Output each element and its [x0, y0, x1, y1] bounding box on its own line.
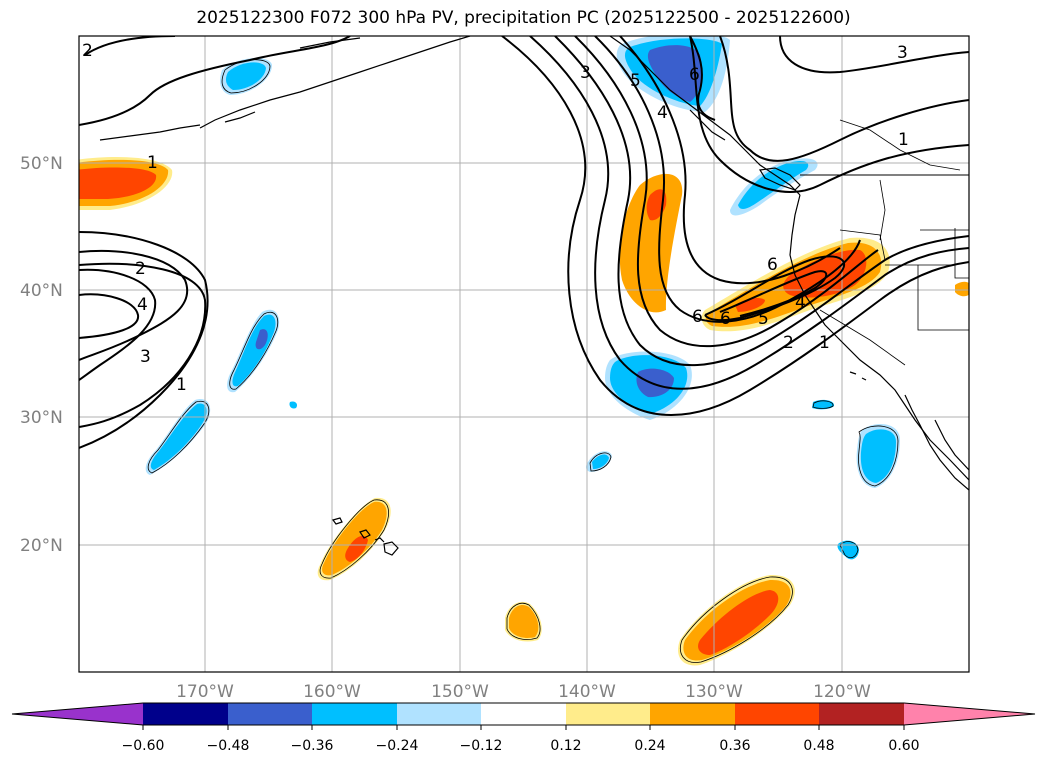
colorbar-tick-label: −0.60 [122, 738, 165, 754]
colorbar-segment [228, 703, 312, 725]
pv-label-6-inner-c: 6 [720, 309, 731, 329]
colorbar-segment [566, 703, 650, 725]
pv-contour-west-4 [79, 293, 140, 339]
colorbar-segment [481, 703, 566, 725]
lat-label-30: 30°N [20, 408, 63, 428]
pv-label-1-ne: 1 [898, 130, 909, 150]
precip-outlines [147, 59, 899, 663]
pv-label-2-inner: 2 [783, 333, 794, 353]
longitude-labels: 170°W 160°W 150°W 140°W 130°W 120°W [176, 682, 871, 702]
pv-label-1-west: 1 [147, 153, 158, 173]
colorbar-tick-label: 0.24 [634, 738, 665, 754]
pv-contour-west-1b [79, 262, 207, 428]
lat-label-50: 50°N [20, 154, 63, 174]
lat-label-20: 20°N [20, 536, 63, 556]
colorbar-segment [735, 703, 819, 725]
pv-label-4-inner: 4 [795, 293, 806, 313]
pv-contour-west-2 [79, 249, 189, 361]
map-area [79, 36, 969, 672]
lon-label-140w: 140°W [558, 682, 616, 702]
precip-blob-mid-orange [619, 173, 683, 313]
precip-blob-small-3 [812, 399, 835, 410]
pv-contour-inner-loop [704, 255, 846, 322]
lon-label-160w: 160°W [303, 682, 361, 702]
pv-contours [79, 36, 969, 449]
colorbar-segment [650, 703, 735, 725]
colorbar-tick-label: −0.12 [460, 738, 503, 754]
colorbar-tick-label: −0.24 [376, 738, 419, 754]
lon-label-170w: 170°W [176, 682, 234, 702]
colorbar-segment [143, 703, 228, 725]
pv-contour-trough-6 [619, 36, 841, 285]
pv-label-5-trough: 5 [630, 71, 641, 91]
pv-contour-trough-2 [529, 36, 969, 390]
colorbar-extend-right [904, 703, 1035, 725]
colorbar-extend-left [12, 703, 143, 725]
colorbar-tick-label: −0.48 [207, 738, 250, 754]
pv-contour-trough-3 [554, 36, 969, 367]
pv-contour-west-1 [79, 231, 209, 449]
colorbar-segment [397, 703, 481, 725]
pv-contour-trough-5 [594, 36, 861, 323]
graticule [79, 36, 969, 672]
pv-label-2-west: 2 [135, 259, 146, 279]
chart-title: 2025122300 F072 300 hPa PV, precipitatio… [196, 8, 851, 28]
pv-contour-labels: 1 2 4 3 1 2 3 5 4 6 3 1 6 6 6 5 4 2 1 [82, 41, 909, 395]
pv-label-4-trough: 4 [657, 103, 668, 123]
pv-label-6-inner-b: 6 [692, 307, 703, 327]
pv-label-3-trough: 3 [580, 63, 591, 83]
map-border [78, 35, 970, 673]
pv-label-1-inner: 1 [819, 333, 830, 353]
lon-label-150w: 150°W [431, 682, 489, 702]
pv-label-6-inner: 6 [767, 255, 778, 275]
colorbar-tick-label: 0.60 [888, 738, 919, 754]
precip-blob-small-1 [289, 401, 298, 409]
pv-label-5-inner: 5 [758, 309, 769, 329]
lat-label-40: 40°N [20, 281, 63, 301]
colorbar: −0.60 −0.48 −0.36 −0.24 −0.12 0.12 0.24 … [11, 702, 1036, 754]
latitude-labels: 50°N 40°N 30°N 20°N [20, 154, 63, 556]
pv-label-1b-west: 1 [176, 375, 187, 395]
pv-label-3-ne: 3 [897, 43, 908, 63]
pv-contour-trough-4 [574, 36, 879, 348]
pv-contour-west-3 [79, 268, 157, 381]
coastlines [99, 36, 969, 556]
colorbar-tick-label: 0.12 [550, 738, 581, 754]
colorbar-tick-label: 0.48 [803, 738, 834, 754]
colorbar-segment [819, 703, 904, 725]
pv-label-3-west: 3 [140, 347, 151, 367]
lon-label-130w: 130°W [685, 682, 743, 702]
colorbar-segment [312, 703, 397, 725]
pv-label-4-west: 4 [137, 295, 148, 315]
pv-contour-trough-1 [501, 36, 969, 416]
colorbar-tick-label: 0.36 [719, 738, 750, 754]
lon-label-120w: 120°W [813, 682, 871, 702]
pv-label-6-trough: 6 [689, 65, 700, 85]
pv-label-2-topleft: 2 [82, 41, 93, 61]
colorbar-tick-label: −0.36 [291, 738, 334, 754]
